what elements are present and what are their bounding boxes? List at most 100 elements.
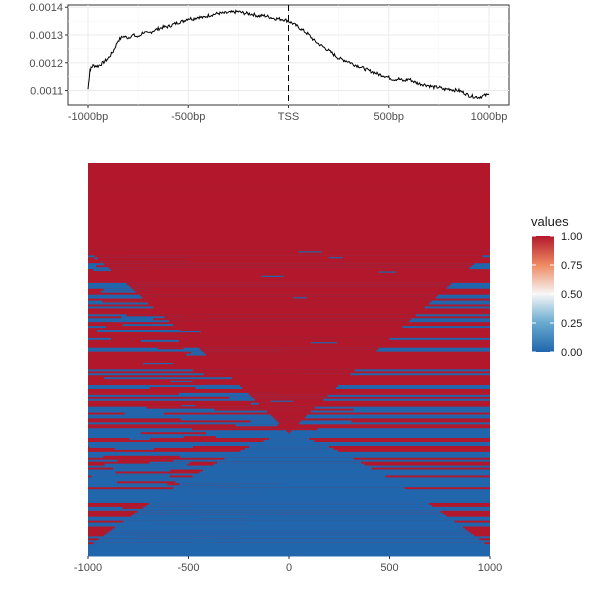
heatmap-row [186,335,392,339]
heatmap-row [88,225,490,229]
heatmap-row [212,359,366,362]
x-tick-label: 500 [380,562,398,574]
heatmap-row [263,440,315,443]
heatmap-row [104,377,238,380]
heatmap-row [258,402,320,406]
heatmap-row [91,475,170,478]
heatmap-row [220,459,358,463]
heatmap-row [210,357,368,360]
heatmap-row [209,465,369,468]
heatmap-row [166,318,412,321]
heatmap-row [88,223,490,227]
heatmap-row [88,196,490,199]
legend-tick-label: 0.25 [561,318,582,330]
heatmap-row [288,432,290,435]
heatmap-row [256,400,322,404]
heatmap-row [179,330,399,333]
y-tick-label: 0.0013 [29,30,63,42]
heatmap-row [221,367,357,370]
heatmap-row [88,554,490,557]
heatmap-row [88,166,490,170]
heatmap-row [126,518,452,522]
heatmap-row [286,430,292,433]
heatmap-row [109,530,469,533]
heatmap-streak [142,362,174,365]
heatmap-row [93,253,485,256]
heatmap-row [186,479,392,482]
heatmap-row [104,463,188,467]
heatmap-row [88,214,490,217]
heatmap-row [117,459,174,463]
heatmap-row [143,506,435,510]
heatmap-row [188,337,390,341]
heatmap-streak [181,405,196,407]
heatmap-row [88,237,490,241]
heatmap-row [189,477,389,480]
heatmap-row [110,269,468,272]
heatmap-row [93,542,485,545]
heatmap-row [275,418,303,421]
heatmap-row [115,526,463,529]
heatmap-row [112,528,466,531]
heatmap-row [205,353,373,356]
x-tick-label: -500 [177,562,199,574]
heatmap-row [88,170,490,174]
heatmap-row [88,210,490,213]
heatmap-row [192,475,386,478]
heatmap-row [133,288,445,292]
heatmap-row [88,219,490,223]
heatmap-row [131,514,447,518]
heatmap-row [224,457,354,461]
heatmap-row [88,243,490,246]
heatmap-row [146,300,432,303]
heatmap-rows [88,163,490,557]
heatmap-row [117,524,461,527]
heatmap-row [225,371,353,374]
heatmap-row [163,493,415,496]
heatmap-row [97,257,481,260]
heatmap-row [117,275,461,278]
heatmap-row [157,347,184,351]
heatmap-row [88,186,490,189]
heatmap-row [88,176,490,180]
heatmap-row [113,467,226,470]
heatmap-row [192,341,386,345]
heatmap-row [282,426,296,429]
heatmap-row [120,522,458,525]
profile-x-axis: -1000bp -500bp TSS 500bp 1000bp [68,105,507,123]
x-tick-label: 1000 [478,562,502,574]
heatmap-row [102,261,476,264]
heatmap-chart: -1000 -500 0 500 1000 [74,163,502,574]
heatmap-row [160,495,418,498]
heatmap-row [88,190,490,193]
heatmap-row [88,239,490,242]
heatmap-row [213,463,365,467]
heatmap-row [217,461,361,465]
legend-tick-label: 1.00 [561,231,582,243]
heatmap-x-axis: -1000 -500 0 500 1000 [74,556,502,574]
heatmap-row [88,180,490,184]
heatmap-row [202,469,376,472]
heatmap-row [88,163,490,166]
heatmap-row [281,424,297,427]
heatmap-row [254,398,324,402]
heatmap-row [240,449,338,453]
legend-tick-label: 0.00 [561,347,582,359]
heatmap-row [146,504,432,508]
heatmap-streak [161,330,202,333]
heatmap-row [274,436,304,439]
heatmap-row [88,216,490,219]
heatmap-row [119,276,459,280]
y-tick-label: 0.0012 [29,58,63,70]
heatmap-row [126,282,452,286]
heatmap-row [88,178,490,182]
heatmap-row [90,544,488,547]
heatmap-row [135,290,443,294]
heatmap-row [88,550,490,553]
heatmap-row [151,500,427,504]
heatmap-row [88,247,490,250]
heatmap-row [88,221,490,225]
heatmap-row [104,534,474,537]
heatmap-row [104,263,474,266]
heatmap-row [88,206,490,209]
